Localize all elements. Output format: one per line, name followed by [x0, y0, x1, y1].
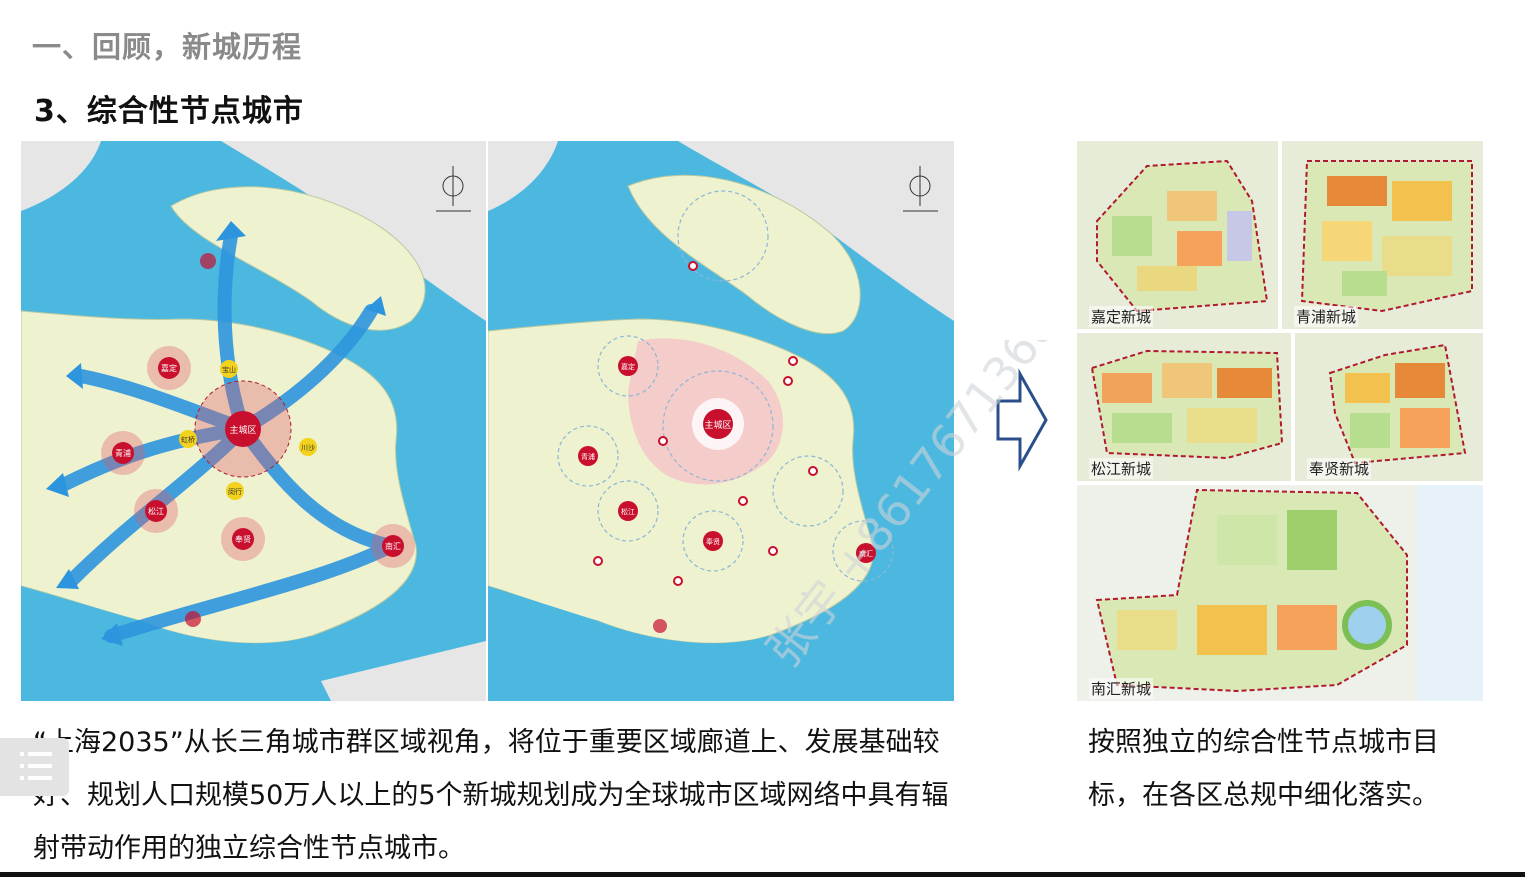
map2-label-fengxian: 奉贤 — [706, 537, 720, 546]
list-icon — [20, 752, 52, 780]
plan-nanhui: 南汇新城 — [1077, 485, 1483, 701]
plan-label-nanhui: 南汇新城 — [1089, 678, 1154, 699]
plan-fengxian: 奉贤新城 — [1295, 333, 1483, 481]
arrow-right-icon — [992, 368, 1052, 472]
network-map: 主城区 嘉定 青浦 松江 奉贤 南汇 — [488, 141, 954, 701]
plan-jiading: 嘉定新城 — [1077, 141, 1278, 329]
map-label-chuansha: 川沙 — [301, 444, 315, 452]
plan-label-qingpu: 青浦新城 — [1294, 306, 1359, 327]
plan-songjiang: 松江新城 — [1077, 333, 1291, 481]
map-label-main: 主城区 — [229, 424, 256, 436]
map2-label-songjiang: 松江 — [621, 507, 635, 516]
sub-title: 3、综合性节点城市 — [34, 94, 304, 129]
bottom-bar — [0, 872, 1525, 877]
map-label-minhang: 闵行 — [228, 487, 242, 496]
plan-label-jiading: 嘉定新城 — [1089, 306, 1154, 327]
corridor-map: 主城区 嘉定 青浦 松江 奉贤 南汇 宝山 虹桥 川沙 闵行 — [21, 141, 486, 701]
body-text-right: 按照独立的综合性节点城市目标，在各区总规中细化落实。 — [1088, 727, 1439, 811]
map-label-hongqiao: 虹桥 — [181, 435, 195, 444]
map-label-baoshan: 宝山 — [222, 365, 236, 374]
map2-label-qingpu: 青浦 — [581, 452, 595, 461]
section-title: 一、回顾，新城历程 — [32, 30, 303, 64]
new-city-plans: 嘉定新城 青浦新城 松江新城 — [1077, 141, 1483, 701]
map2-label-jiading: 嘉定 — [621, 362, 635, 371]
map2-label-nanhui: 南汇 — [859, 549, 873, 558]
map-label-jiading: 嘉定 — [161, 363, 177, 373]
plan-label-fengxian: 奉贤新城 — [1307, 458, 1372, 479]
body-text-left: “上海2035”从长三角城市群区域视角，将位于重要区域廊道上、发展基础较好、规划… — [33, 727, 949, 864]
plan-label-songjiang: 松江新城 — [1089, 458, 1154, 479]
map-label-qingpu: 青浦 — [115, 448, 131, 458]
map-label-songjiang: 松江 — [148, 506, 164, 516]
map2-label-main: 主城区 — [704, 419, 731, 431]
map-label-nanhui: 南汇 — [385, 541, 401, 551]
plan-qingpu: 青浦新城 — [1282, 141, 1483, 329]
menu-button[interactable] — [0, 738, 69, 796]
map-label-fengxian: 奉贤 — [235, 534, 251, 544]
